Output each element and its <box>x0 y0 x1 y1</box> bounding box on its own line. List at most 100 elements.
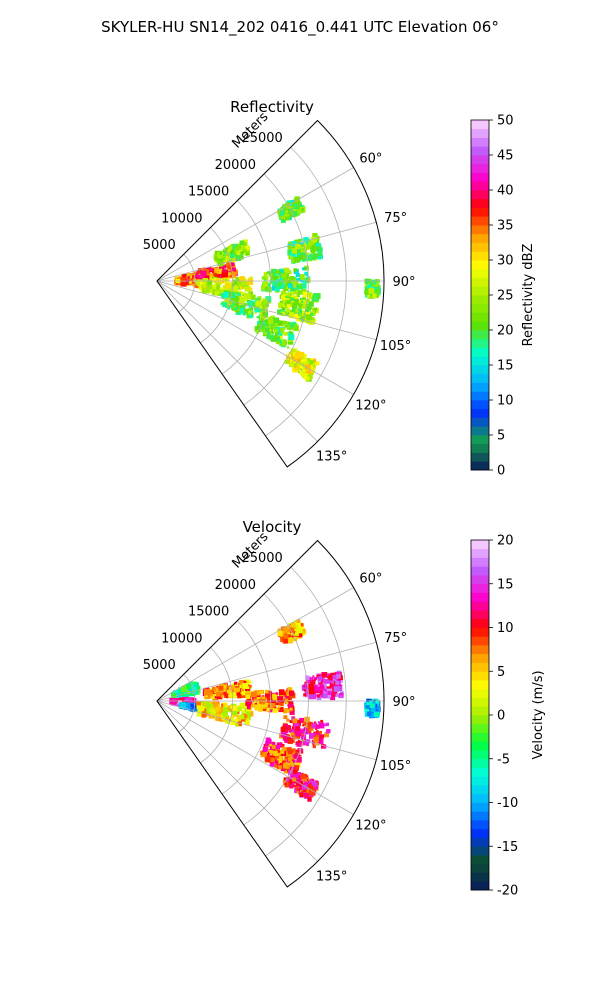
echo-cell <box>230 714 234 717</box>
echo-cell <box>283 715 288 720</box>
colorbar-cell <box>471 190 489 200</box>
echo-cell <box>278 689 285 695</box>
echo-cell <box>262 298 268 304</box>
echo-cell <box>254 326 261 332</box>
echo-cell <box>215 281 221 286</box>
echo-cell <box>254 704 261 711</box>
colorbar-tick-label: 30 <box>497 254 514 269</box>
echo-cell <box>230 262 235 267</box>
echo-cell <box>254 702 257 705</box>
colorbar-cell <box>471 137 489 147</box>
echo-cell <box>305 309 310 314</box>
echo-cell <box>220 695 224 698</box>
echo-cell <box>313 307 318 312</box>
colorbar-cell <box>471 356 489 366</box>
echo-cell <box>301 244 305 248</box>
echo-cell <box>283 638 288 644</box>
echo-cell <box>307 721 313 727</box>
echo-cell <box>279 332 282 335</box>
echo-cell <box>282 327 286 331</box>
echo-cell <box>299 717 305 723</box>
echo-cell <box>245 247 248 250</box>
echo-cell <box>332 674 338 680</box>
echo-cell <box>288 729 292 733</box>
echo-cell <box>375 289 380 293</box>
echo-cell <box>293 209 297 213</box>
echo-cell <box>235 246 239 250</box>
echo-cell <box>261 696 265 700</box>
azimuth-tick-label: 105° <box>380 339 411 354</box>
colorbar-cell <box>471 172 489 182</box>
echo-cell <box>275 287 280 292</box>
echo-cell <box>275 278 281 284</box>
echo-cell <box>199 701 205 706</box>
echo-cell <box>263 278 266 281</box>
echo-cell <box>310 368 315 373</box>
echo-cell <box>287 283 293 289</box>
echo-cell <box>288 690 295 696</box>
echo-cell <box>300 773 306 779</box>
azimuth-line <box>156 587 354 702</box>
echo-cell <box>288 703 294 709</box>
echo-cell <box>320 719 324 723</box>
echo-cell <box>373 281 377 285</box>
echo-cell <box>181 686 187 693</box>
echo-cell <box>231 304 237 310</box>
echo-cell <box>283 780 288 785</box>
echo-cell <box>225 301 231 306</box>
azimuth-line <box>156 700 377 761</box>
echo-cell <box>222 249 227 253</box>
echo-cell <box>232 685 235 689</box>
echo-cell <box>214 282 217 285</box>
echo-cell <box>196 701 201 707</box>
echo-cell <box>298 247 302 251</box>
echo-cell <box>316 695 322 701</box>
echo-cell <box>295 782 300 787</box>
colorbar-cell <box>471 321 489 331</box>
echo-cell <box>304 782 307 786</box>
colorbar-cell <box>471 277 489 287</box>
colorbar-cell <box>471 426 489 436</box>
echo-cell <box>301 303 308 310</box>
echo-cell <box>281 283 284 286</box>
echo-cell <box>287 631 291 635</box>
echo-cell <box>284 302 289 306</box>
echo-cell <box>228 259 231 262</box>
echo-cell <box>287 249 294 256</box>
echo-cell <box>311 780 317 786</box>
echo-cell <box>364 289 370 295</box>
echo-cell <box>375 699 380 704</box>
echo-cell <box>283 633 289 639</box>
echo-cell <box>222 285 226 288</box>
echo-cell <box>297 358 300 362</box>
echo-cell <box>227 307 230 310</box>
colorbar-cell <box>471 251 489 261</box>
echo-cell <box>294 327 298 331</box>
echo-cell <box>299 733 302 736</box>
colorbar-cell <box>471 688 489 698</box>
echo-cell <box>258 701 264 708</box>
echo-cell <box>293 631 296 634</box>
colorbar-cell <box>471 732 489 742</box>
echo-cell <box>292 295 297 300</box>
echo-cell <box>225 719 230 724</box>
colorbar-tick-label: 25 <box>497 289 514 304</box>
echo-cell <box>231 709 238 715</box>
echo-cell <box>272 276 279 282</box>
echo-cell <box>284 782 287 786</box>
echo-cell <box>305 675 310 680</box>
echo-cell <box>196 279 203 286</box>
echo-cell <box>261 286 266 291</box>
echo-cell <box>216 269 222 274</box>
echo-cell <box>318 722 325 729</box>
echo-cell <box>235 255 241 261</box>
echo-cell <box>198 275 201 278</box>
echo-cell <box>229 248 235 253</box>
echo-cell <box>299 304 303 307</box>
echo-cell <box>302 721 307 725</box>
echo-cell <box>178 700 183 705</box>
echo-cell <box>194 685 197 688</box>
echo-cell <box>202 705 207 710</box>
echo-cell <box>281 731 287 737</box>
echo-cell <box>306 244 310 248</box>
